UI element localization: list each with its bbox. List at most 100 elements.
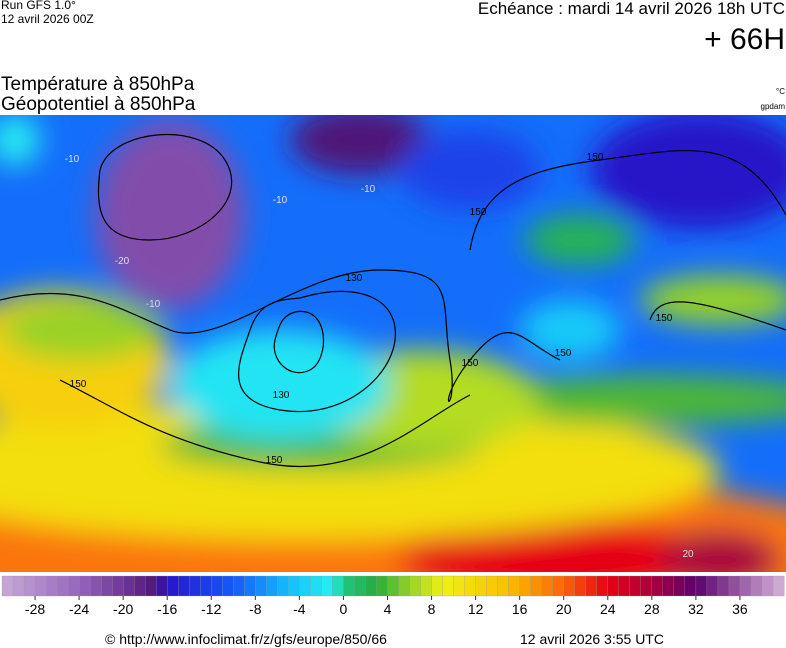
legend-tick-label: 4 xyxy=(384,601,392,617)
geopotential-contour xyxy=(97,133,233,241)
legend-tick-label: 32 xyxy=(688,601,704,617)
isotherm-label: -10 xyxy=(65,154,80,165)
legend-cell xyxy=(519,575,532,597)
legend-cell xyxy=(717,575,730,597)
legend-cell xyxy=(299,575,311,597)
legend-cell xyxy=(618,575,631,597)
legend-cell xyxy=(475,575,488,597)
legend-cell xyxy=(508,575,521,597)
contour-label: 130 xyxy=(346,273,363,284)
legend-cell xyxy=(574,575,587,597)
geopotential-contour xyxy=(238,290,396,413)
temperature-region xyxy=(290,115,430,175)
legend-tick-label: 8 xyxy=(428,601,436,617)
legend-cell xyxy=(233,575,245,597)
footer-source: © http://www.infoclimat.fr/z/gfs/europe/… xyxy=(105,631,387,647)
legend-cell xyxy=(442,575,455,597)
legend-cell xyxy=(673,575,686,597)
legend-cell xyxy=(332,575,344,597)
title: Température à 850hPa xyxy=(1,74,195,95)
legend-cell xyxy=(497,575,510,597)
legend-cell xyxy=(156,575,168,597)
geopotential-contour xyxy=(273,310,325,374)
legend-cell xyxy=(354,575,366,597)
temperature-region xyxy=(590,115,786,230)
legend-cell xyxy=(78,575,91,597)
legend-cell xyxy=(211,575,223,597)
contour-label: 150 xyxy=(555,348,572,359)
legend-cell xyxy=(277,575,289,597)
legend-cell xyxy=(89,575,102,597)
legend-cell xyxy=(266,575,278,597)
isotherm-label: -20 xyxy=(115,256,130,267)
contour-label: 150 xyxy=(587,152,604,163)
legend-cell xyxy=(398,575,410,597)
temperature-region xyxy=(170,330,390,440)
legend-cell xyxy=(662,575,675,597)
lead-time: + 66H xyxy=(704,23,785,56)
legend-tick-label: -4 xyxy=(293,601,306,617)
temperature-region xyxy=(0,115,40,165)
temperature-region xyxy=(520,300,620,360)
unit: gpdam xyxy=(761,102,786,111)
unit: °C xyxy=(776,87,785,96)
legend-tick-label: -20 xyxy=(113,601,133,617)
legend-tick-label: 16 xyxy=(512,601,528,617)
geopotential-contour xyxy=(469,149,786,251)
contour-label: 130 xyxy=(273,390,290,401)
legend-cell xyxy=(189,575,201,597)
temperature-region xyxy=(95,120,245,310)
legend-cell xyxy=(541,575,554,597)
legend-cell xyxy=(728,575,741,597)
legend-cell xyxy=(651,575,664,597)
legend-tick-label: 36 xyxy=(732,601,748,617)
legend-cell xyxy=(134,575,146,597)
temperature-region xyxy=(660,530,780,572)
contour-label: 150 xyxy=(266,455,283,466)
legend-cell xyxy=(244,575,256,597)
geopotential-contour xyxy=(59,379,471,468)
legend-cell xyxy=(761,575,774,597)
legend-cell xyxy=(365,575,377,597)
legend-tick-label: -24 xyxy=(69,601,89,617)
contour-label: 150 xyxy=(656,313,673,324)
legend-cell xyxy=(431,575,444,597)
legend-cell xyxy=(684,575,697,597)
contour-label: 150 xyxy=(462,358,479,369)
isotherm-label: -10 xyxy=(273,195,288,206)
legend-cell xyxy=(34,575,47,597)
legend-cell xyxy=(530,575,543,597)
legend-cell xyxy=(167,575,179,597)
legend-cell xyxy=(739,575,752,597)
temperature-region xyxy=(470,375,786,425)
legend-cell xyxy=(310,575,322,597)
legend-cell xyxy=(629,575,642,597)
legend-cell xyxy=(100,575,113,597)
legend-cell xyxy=(585,575,598,597)
map-area: 150 150 130 130 150 150 150 150 150 -10 -20 -10 -10 -… xyxy=(0,115,786,572)
isotherm-label: -10 xyxy=(361,184,376,195)
legend-cell xyxy=(464,575,477,597)
legend-cell xyxy=(288,575,300,597)
legend-tick-label: -12 xyxy=(201,601,221,617)
color-legend: -28 -24 -20 -16 -12 -8 -4 0 4 8 12 16 20 24 28 32 36 xyxy=(1,575,785,617)
legend-cell xyxy=(376,575,388,597)
legend-cell xyxy=(123,575,135,597)
forecast-time: Echéance : mardi 14 avril 2026 18h UTC xyxy=(478,0,785,18)
legend-cell xyxy=(607,575,620,597)
legend-cell xyxy=(111,575,124,597)
footer-date: 12 avril 2026 3:55 UTC xyxy=(520,631,664,647)
legend-cell xyxy=(750,575,763,597)
run-date: 12 avril 2026 00Z xyxy=(1,12,94,26)
legend-cell xyxy=(200,575,212,597)
legend-tick-label: -28 xyxy=(25,601,45,617)
legend-cell xyxy=(486,575,499,597)
legend-cell xyxy=(596,575,609,597)
legend-cell xyxy=(23,575,36,597)
temperature-region xyxy=(640,275,786,325)
legend-cell xyxy=(56,575,69,597)
legend-tick-label: 28 xyxy=(644,601,660,617)
legend-cell xyxy=(772,575,785,597)
